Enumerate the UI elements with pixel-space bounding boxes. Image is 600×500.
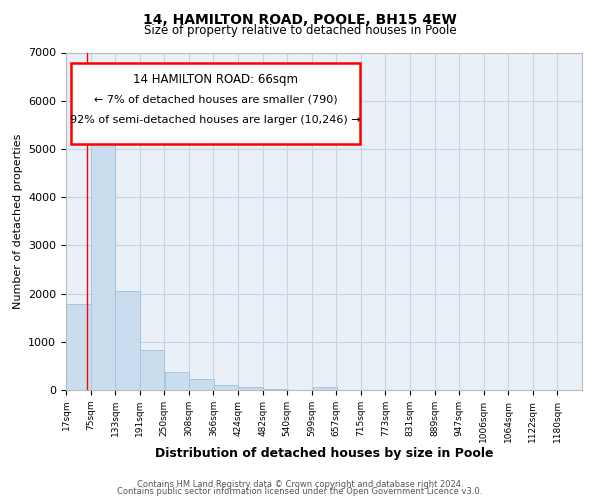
Bar xyxy=(115,291,140,390)
Text: 14 HAMILTON ROAD: 66sqm: 14 HAMILTON ROAD: 66sqm xyxy=(133,72,298,86)
Bar xyxy=(263,388,287,390)
Bar xyxy=(313,387,337,390)
Text: Size of property relative to detached houses in Poole: Size of property relative to detached ho… xyxy=(143,24,457,37)
Bar xyxy=(66,304,91,390)
Bar xyxy=(189,379,214,390)
Y-axis label: Number of detached properties: Number of detached properties xyxy=(13,134,23,309)
Bar xyxy=(71,62,360,144)
Bar xyxy=(165,372,189,390)
X-axis label: Distribution of detached houses by size in Poole: Distribution of detached houses by size … xyxy=(155,448,493,460)
Text: 14, HAMILTON ROAD, POOLE, BH15 4EW: 14, HAMILTON ROAD, POOLE, BH15 4EW xyxy=(143,12,457,26)
Text: Contains HM Land Registry data © Crown copyright and database right 2024.: Contains HM Land Registry data © Crown c… xyxy=(137,480,463,489)
Text: Contains public sector information licensed under the Open Government Licence v3: Contains public sector information licen… xyxy=(118,488,482,496)
Text: ← 7% of detached houses are smaller (790): ← 7% of detached houses are smaller (790… xyxy=(94,94,337,104)
Bar xyxy=(214,384,238,390)
Bar xyxy=(238,387,263,390)
Text: 92% of semi-detached houses are larger (10,246) →: 92% of semi-detached houses are larger (… xyxy=(70,115,361,125)
Bar xyxy=(91,113,115,390)
Bar xyxy=(140,350,164,390)
